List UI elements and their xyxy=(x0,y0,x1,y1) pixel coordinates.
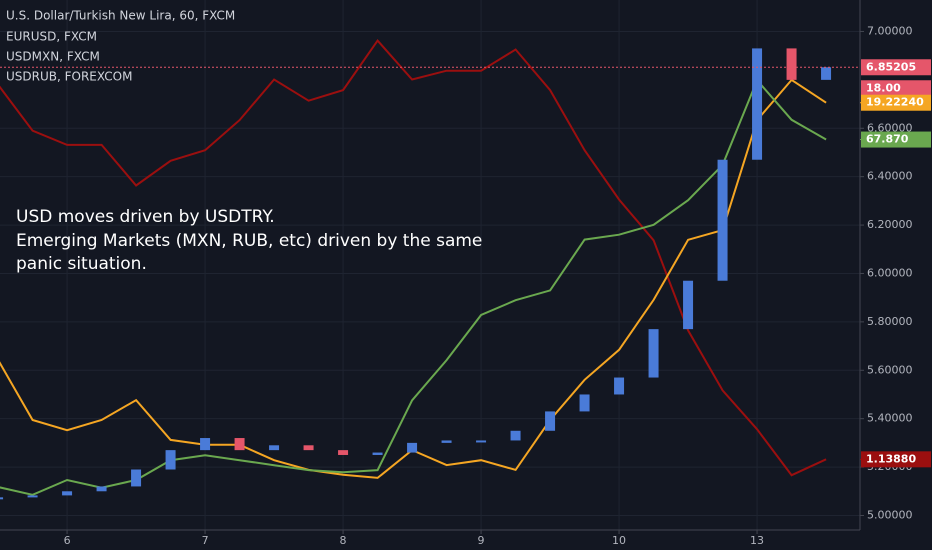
chart-title: U.S. Dollar/Turkish New Lira, 60, FXCM xyxy=(6,9,235,23)
annotation: Emerging Markets (MXN, RUB, etc) driven … xyxy=(16,231,482,251)
annotation: USD moves driven by USDTRY. xyxy=(16,207,275,227)
legend-entry: EURUSD, FXCM xyxy=(6,30,97,44)
legend-entry: USDRUB, FOREXCOM xyxy=(6,70,132,84)
y-tick-label: 6.00000 xyxy=(867,266,913,279)
x-tick-label: 10 xyxy=(612,534,626,547)
annotation: panic situation. xyxy=(16,254,147,274)
legend-entry: USDMXN, FXCM xyxy=(6,50,100,64)
y-tick-label: 5.00000 xyxy=(867,508,913,521)
price-tag: 6.85205 xyxy=(866,60,916,73)
price-tag-box xyxy=(861,451,931,468)
candle-body xyxy=(476,440,487,443)
price-tag: 18.00 xyxy=(866,81,901,94)
y-tick-label: 5.80000 xyxy=(867,315,913,328)
x-tick-label: 9 xyxy=(478,534,485,547)
candle-body xyxy=(579,394,590,412)
candle-body xyxy=(303,445,314,451)
candle-body xyxy=(131,469,142,487)
candle-body xyxy=(0,497,4,500)
y-tick-label: 6.20000 xyxy=(867,218,913,231)
price-tag-box xyxy=(861,59,931,76)
candle-body xyxy=(27,495,38,498)
x-tick-label: 8 xyxy=(340,534,347,547)
price-tag-box xyxy=(861,94,931,111)
y-tick-label: 5.60000 xyxy=(867,363,913,376)
candle-body xyxy=(545,411,556,431)
candle-body xyxy=(717,159,728,281)
candle-body xyxy=(648,329,659,378)
candle-body xyxy=(786,48,797,80)
candle-body xyxy=(234,438,245,451)
series-line xyxy=(0,38,827,477)
candle-body xyxy=(338,450,349,455)
candle-body xyxy=(372,452,383,455)
y-tick-label: 6.40000 xyxy=(867,170,913,183)
candle-body xyxy=(62,491,73,496)
x-tick-label: 7 xyxy=(202,534,209,547)
price-tag: 19.22240 xyxy=(866,96,924,109)
candle-body xyxy=(269,445,280,451)
candle-body xyxy=(200,438,211,451)
y-tick-label: 5.40000 xyxy=(867,412,913,425)
candle-body xyxy=(821,67,832,80)
x-tick-label: 6 xyxy=(64,534,71,547)
y-tick-label: 6.60000 xyxy=(867,121,913,134)
y-tick-label: 7.00000 xyxy=(867,24,913,37)
price-tag: 1.13880 xyxy=(866,452,916,465)
candle-body xyxy=(614,377,625,395)
candle-body xyxy=(510,430,521,441)
candle-body xyxy=(165,450,176,470)
candle-body xyxy=(96,486,107,492)
candle-body xyxy=(407,442,418,453)
price-tag-box xyxy=(861,131,931,148)
candle-body xyxy=(683,280,694,330)
candle-body xyxy=(441,440,452,443)
x-tick-label: 13 xyxy=(750,534,764,547)
price-tag: 67.870 xyxy=(866,133,909,146)
candle-body xyxy=(752,48,763,160)
price-tag-box xyxy=(861,80,931,97)
